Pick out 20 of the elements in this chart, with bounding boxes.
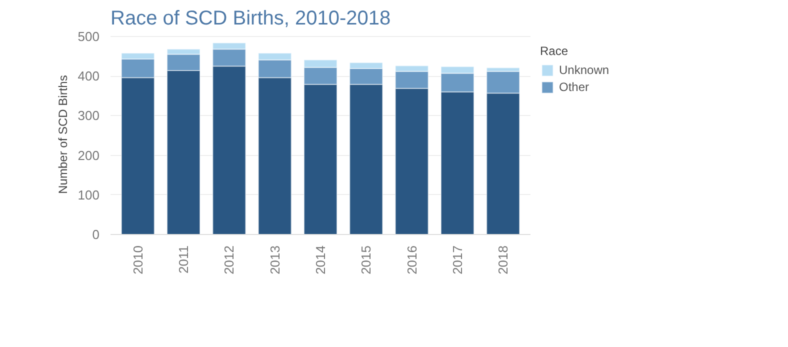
legend-label: Other — [559, 80, 590, 94]
y-tick-label: 100 — [78, 187, 100, 202]
x-tick-label: 2018 — [496, 246, 511, 274]
y-tick-label: 300 — [78, 108, 100, 124]
legend-title: Race — [540, 44, 570, 58]
y-tick-label: 200 — [78, 148, 100, 163]
x-tick-label: 2016 — [404, 246, 420, 274]
y-tick-label: 500 — [78, 28, 100, 44]
x-tick-label: 2015 — [358, 246, 374, 274]
x-tick-label: 2011 — [176, 245, 192, 274]
y-tick-label: 0 — [92, 227, 100, 242]
x-tick-label: 2013 — [267, 246, 282, 274]
x-tick-label: 2017 — [450, 246, 465, 274]
x-tick-label: 2010 — [130, 246, 146, 274]
legend-label: Unknown — [559, 63, 610, 77]
y-axis-title: Number of SCD Births — [56, 75, 70, 194]
chart-title: Race of SCD Births, 2010-2018 — [110, 8, 391, 30]
y-tick-label: 400 — [78, 68, 100, 84]
x-tick-label: 2012 — [222, 246, 237, 274]
x-tick-label: 2014 — [313, 246, 328, 274]
